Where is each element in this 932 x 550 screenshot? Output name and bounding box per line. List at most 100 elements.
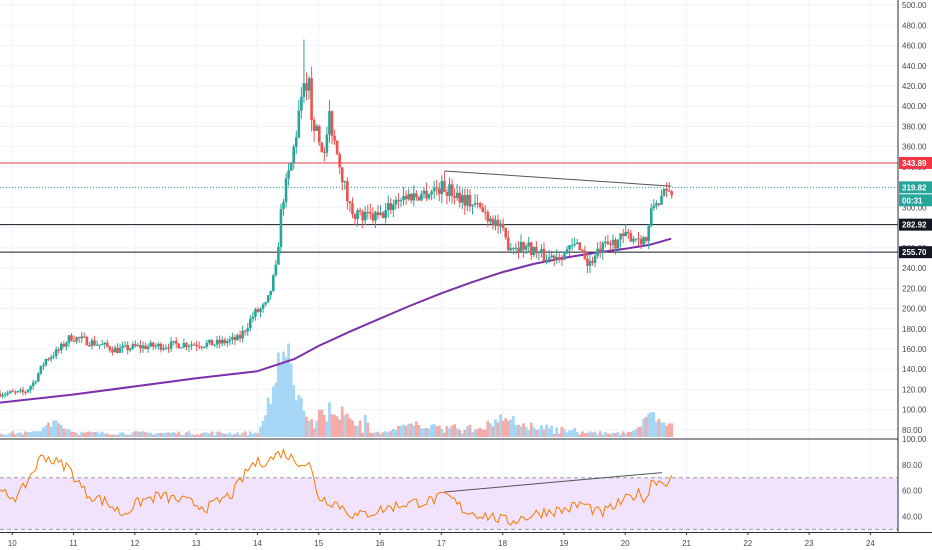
candle-body <box>496 219 500 227</box>
volume-bar <box>52 420 56 437</box>
candle-body <box>458 192 462 203</box>
volume-bar <box>649 412 653 437</box>
candle-body <box>455 192 459 198</box>
volume-bar <box>177 431 181 437</box>
candle-body <box>420 194 423 201</box>
candle-body <box>284 178 288 202</box>
volume-bar <box>555 427 559 437</box>
candle-body <box>302 83 306 97</box>
candle-body <box>312 120 316 131</box>
candle-body <box>517 247 520 252</box>
trendlines[interactable] <box>444 170 672 493</box>
candle-body <box>177 343 181 349</box>
candle-body <box>65 342 68 347</box>
volume-bar <box>578 434 582 437</box>
candle-body <box>1 395 4 397</box>
volume-bar <box>404 425 408 437</box>
candle-body <box>187 346 191 348</box>
volume-bar <box>420 428 423 437</box>
volume-bar <box>621 431 625 437</box>
volume-bar <box>271 386 275 437</box>
volume-bar <box>202 432 206 437</box>
volume-bar <box>274 382 278 437</box>
volume-bar <box>39 431 43 437</box>
volume-bar <box>343 415 347 437</box>
candle-body <box>241 330 244 339</box>
volume-bar <box>238 434 242 437</box>
volume-bar <box>154 433 158 437</box>
candle-body <box>323 152 326 154</box>
volume-bar <box>348 418 352 437</box>
volume-bar <box>632 430 635 437</box>
candle-body <box>151 342 155 347</box>
price-tick-label: 200.00 <box>902 305 927 314</box>
volume-bar <box>437 425 441 437</box>
time-tick-label: 10 <box>8 539 17 548</box>
volume-bar <box>195 434 199 437</box>
candle-body <box>409 193 413 201</box>
volume-bar <box>522 423 525 437</box>
volume-bar <box>552 433 556 437</box>
candle-body <box>190 344 193 347</box>
candle-body <box>558 256 561 259</box>
volume-bar <box>614 432 617 437</box>
price-tick-label: 300.00 <box>902 203 927 212</box>
volume-bar <box>246 434 250 437</box>
volume-bar <box>435 426 439 437</box>
volume-bar <box>121 432 124 437</box>
volume-bar <box>105 433 109 437</box>
horizontal-levels[interactable] <box>0 162 898 253</box>
candle-body <box>519 241 523 252</box>
candle-body <box>31 382 35 387</box>
volume-bar <box>386 432 390 437</box>
volume-bar <box>159 432 163 437</box>
volume-bar <box>501 420 505 437</box>
candle-body <box>542 248 546 262</box>
volume-bar <box>264 415 268 437</box>
candle-body <box>294 137 298 147</box>
candle-body <box>494 219 497 226</box>
volume-bar <box>330 414 334 437</box>
volume-bar <box>151 434 155 437</box>
volume-bar <box>31 431 35 437</box>
candle-body <box>248 319 252 329</box>
time-tick-label: 14 <box>253 539 262 548</box>
volume-bar <box>517 424 520 437</box>
candle-body <box>545 259 548 262</box>
candle-body <box>67 335 71 343</box>
volume-bar <box>504 418 508 437</box>
volume-bar <box>381 432 385 437</box>
candle-body <box>366 212 370 214</box>
volume-bar <box>59 424 63 437</box>
candle-body <box>62 343 66 347</box>
candle-body <box>136 344 140 346</box>
candle-body <box>218 339 221 344</box>
candle-body <box>54 349 58 357</box>
candle-body <box>8 391 12 393</box>
candle-body <box>315 125 319 131</box>
volume-bar <box>432 424 436 437</box>
volume-bar <box>85 431 89 437</box>
volume-bar <box>407 423 411 437</box>
volume-bar <box>458 429 462 437</box>
volume-bar <box>164 432 168 437</box>
candle-body <box>609 243 612 245</box>
candle-body <box>504 227 507 238</box>
volume-bar <box>118 432 122 437</box>
volume-bar <box>210 431 214 437</box>
volume-bar <box>220 433 224 437</box>
volume-bar <box>443 432 446 437</box>
candle-body <box>264 302 267 305</box>
volume-bar <box>241 432 245 437</box>
candle-body <box>619 233 622 240</box>
candle-body <box>246 328 250 332</box>
volume-bar <box>320 409 324 437</box>
volume-bar <box>379 433 382 437</box>
volume-bar <box>642 418 646 437</box>
volume-bar <box>11 431 15 437</box>
volume-bar <box>62 428 66 437</box>
volume-bar <box>315 420 319 437</box>
level-price-tag: 343.89 <box>902 159 927 168</box>
volume-bars <box>0 343 674 437</box>
